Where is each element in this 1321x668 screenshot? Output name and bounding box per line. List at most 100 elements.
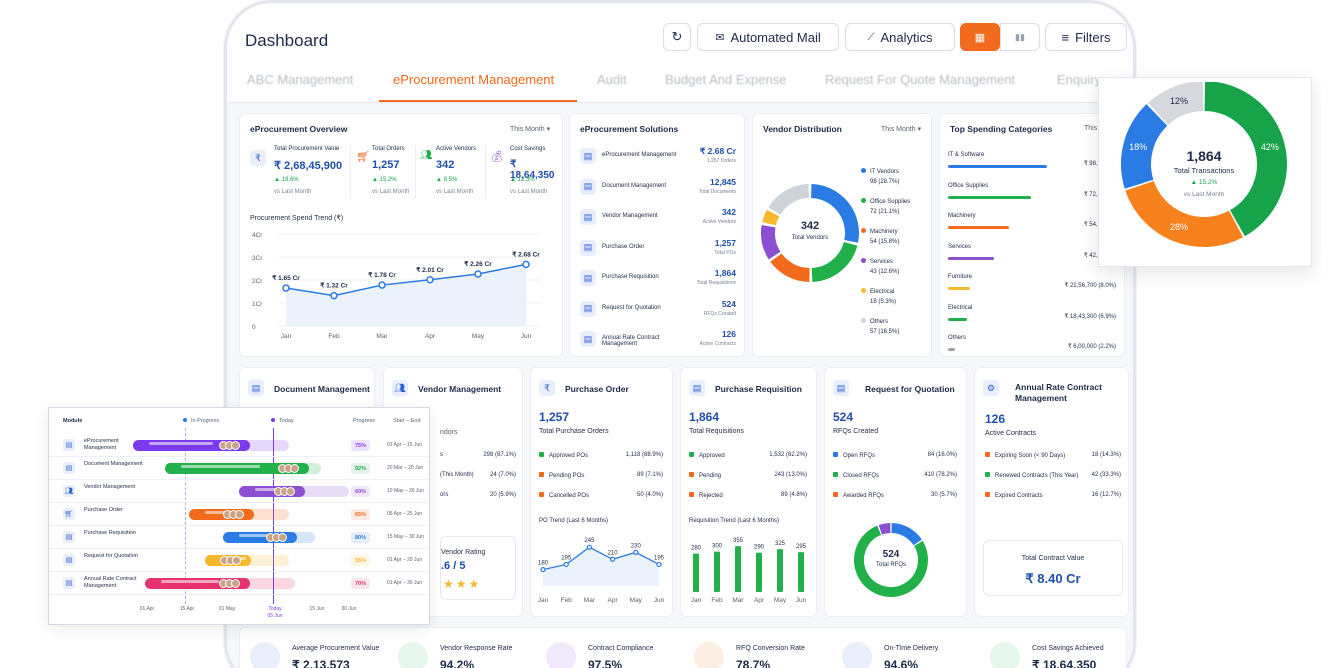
status-swatch: [539, 472, 544, 477]
contract-value: ₹ 8.40 Cr: [1025, 571, 1081, 586]
status-label: Awarded RFQs: [843, 493, 884, 499]
bottom-kpi-strip: Average Procurement Value ₹ 2,13,573 Vendo…: [239, 627, 1127, 668]
status-label: Closed RFQs: [843, 473, 880, 479]
status-swatch: [833, 472, 838, 477]
tab-eprocurement-management[interactable]: eProcurement Management: [393, 72, 555, 87]
vendor-icon: 👥︎: [392, 380, 408, 396]
requisition-icon: ▤: [689, 380, 705, 396]
money-bag-icon: 💰︎: [490, 151, 504, 163]
arc-total-value: 126: [985, 412, 1006, 426]
status-label: Pending: [699, 473, 722, 479]
status-row: Approved: [689, 452, 725, 459]
status-row: Approved POs: [539, 452, 588, 459]
refresh-button[interactable]: ↻: [663, 23, 691, 51]
data-label: ₹ 1.78 Cr: [368, 271, 396, 279]
solution-label[interactable]: Vendor Management: [602, 213, 658, 219]
tab-enquiry[interactable]: Enquiry: [1057, 72, 1102, 87]
solution-label[interactable]: Request for Quotation: [602, 304, 661, 311]
status-label: Cancelled POs: [549, 493, 590, 499]
po-module-card: ₹ Purchase Order 1,257 Total Purchase Or…: [530, 367, 673, 617]
status-swatch: [985, 492, 990, 497]
solution-label[interactable]: Annual Rate Contract Management: [602, 335, 660, 347]
tab-budget-and-expense[interactable]: Budget And Expense: [665, 72, 787, 87]
po-point: [656, 561, 662, 568]
status-row: Expired Contracts: [985, 492, 1043, 499]
table-icon: ▦: [974, 31, 986, 44]
vendor-distribution-title: Vendor Distribution: [763, 124, 842, 134]
trend-point: [330, 291, 338, 300]
solution-sub: Total Documents: [698, 188, 736, 195]
module-icon: 👥︎: [63, 485, 75, 497]
po-area: [543, 547, 659, 586]
po-value-label: 195: [654, 555, 665, 561]
x-tick-label: Jun: [521, 333, 532, 340]
spending-label: Electrical: [948, 304, 973, 311]
status-row: Pending: [689, 472, 721, 479]
spending-value: ₹ 18,43,300 (6.9%): [1064, 313, 1116, 320]
legend-label: IT Vendors: [870, 169, 899, 175]
vendor-legend-item: Others: [861, 318, 888, 325]
status-value: 18 (14.3%): [1091, 452, 1121, 458]
po-x-label: Feb: [561, 597, 573, 604]
status-label: (This Month): [440, 472, 474, 478]
kpi-change: ▲ 8.5%: [436, 177, 458, 183]
automated-mail-button[interactable]: ✉ Automated Mail: [697, 23, 839, 51]
spending-label: Services: [948, 243, 972, 250]
status-value: 84 (16.0%): [927, 452, 957, 458]
data-label: ₹ 2.68 Cr: [512, 250, 540, 258]
gantt-axis-label: 15 Jun: [309, 606, 325, 612]
module-icon: ▤: [63, 531, 75, 543]
solution-sub: Active Vendors: [702, 219, 736, 225]
tab-audit[interactable]: Audit: [597, 72, 627, 87]
vendor-rating-value: .6 / 5: [441, 560, 466, 572]
vendor-total-label: Total Vendors: [791, 235, 829, 241]
slice-label: 18%: [1129, 142, 1147, 152]
filters-button[interactable]: ≡ Filters: [1045, 23, 1127, 51]
bottom-kpi-value: ₹ 2,13,573: [292, 658, 350, 668]
legend-value: 54 (15.8%): [870, 239, 900, 245]
spending-period-select[interactable]: This M: [1084, 125, 1105, 132]
gantt-module-label: Annual Rate Contract Management: [84, 576, 137, 589]
legend-swatch: [861, 258, 866, 263]
analytics-button[interactable]: ⟋ Analytics: [845, 23, 955, 51]
x-tick-label: May: [472, 333, 485, 340]
bottom-kpi-value: 94.2%: [440, 658, 475, 668]
slice-label: 12%: [1170, 96, 1188, 106]
kpi-label: Active Vendors: [436, 146, 477, 152]
solution-value: 1,257: [714, 237, 736, 248]
avatar: [235, 510, 244, 519]
slice-label: 28%: [1170, 222, 1188, 232]
kpi-value: ₹ 2,68,45,900: [274, 160, 343, 172]
table-view-button[interactable]: ▦: [960, 23, 1000, 51]
tab-rfq-management[interactable]: Request For Quote Management: [825, 72, 1016, 87]
status-row: Closed RFQs: [833, 472, 879, 479]
po-x-label: Jan: [538, 597, 549, 604]
po-trend-chart: 180 Jan 195 Feb 245 Mar 210 Apr 230 May 195 Jun: [538, 538, 665, 604]
arc-module-title: Annual Rate Contract Management: [1015, 382, 1102, 403]
gantt-module-label: Document Management: [84, 461, 143, 467]
pr-trend-title: Requisition Trend (Last 6 Months): [689, 518, 780, 524]
spending-value: ₹ 21,56,700 (8.0%): [1064, 283, 1116, 289]
status-row: Renewed Contracts (This Year): [985, 472, 1078, 479]
assignee-avatars: [219, 579, 240, 588]
status-value: 1,118 (88.9%): [625, 452, 663, 458]
kpi-change: ▲ 18.6%: [274, 177, 299, 183]
solution-label[interactable]: Document Management: [602, 182, 667, 189]
data-label: ₹ 1.32 Cr: [320, 282, 348, 290]
gantt-axis-label: 01 May: [218, 606, 236, 612]
gantt-module-label: Purchase Order: [84, 507, 123, 513]
module-icon: ▤: [63, 577, 75, 589]
solution-label[interactable]: Purchase Order: [602, 243, 645, 250]
donut-slice: [762, 209, 780, 226]
solution-label[interactable]: eProcurement Management: [602, 152, 677, 158]
gantt-highlight: [255, 488, 291, 491]
solution-label[interactable]: Purchase Requisition: [602, 274, 659, 280]
legend-label: Services: [870, 259, 894, 265]
donut-slice: [811, 241, 858, 282]
tab-abc-management[interactable]: ABC Management: [247, 72, 354, 87]
solution-sub: 1,257 Orders: [706, 158, 736, 164]
overview-period-select[interactable]: This Month ▾: [510, 126, 551, 133]
vendor-period-select[interactable]: This Month ▾: [881, 126, 922, 133]
chart-view-button[interactable]: ▮▮: [1000, 23, 1040, 51]
gantt-module-label: Vendor Management: [84, 484, 136, 490]
